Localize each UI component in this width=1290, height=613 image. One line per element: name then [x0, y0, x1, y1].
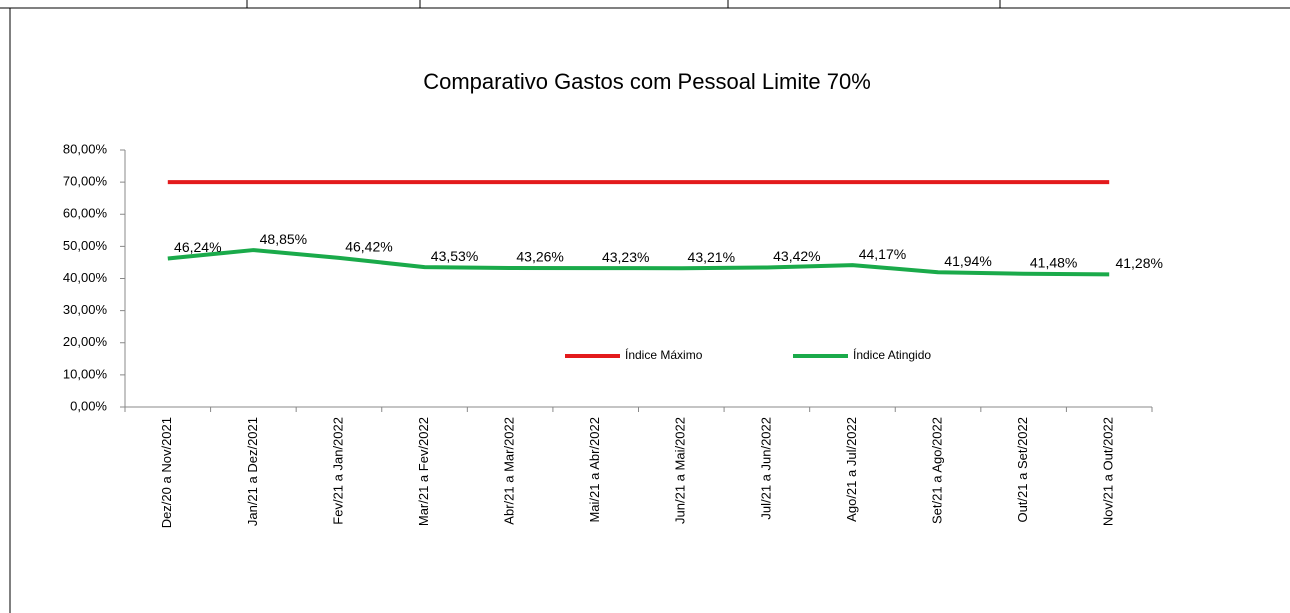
data-label: 46,42% — [345, 239, 392, 255]
x-tick-label: Fev/21 a Jan/2022 — [330, 417, 345, 525]
x-tick-label: Jan/21 a Dez/2021 — [245, 417, 260, 526]
data-label: 41,28% — [1115, 255, 1162, 271]
y-tick-label: 10,00% — [63, 366, 108, 381]
x-tick-label: Ago/21 a Jul/2022 — [844, 417, 859, 522]
x-tick-label: Dez/20 a Nov/2021 — [159, 417, 174, 528]
x-tick-label: Out/21 a Set/2022 — [1015, 417, 1030, 523]
data-label: 43,23% — [602, 249, 649, 265]
data-label: 43,21% — [688, 249, 735, 265]
legend-label: Índice Atingido — [853, 347, 931, 362]
data-label: 46,24% — [174, 239, 221, 255]
y-tick-label: 0,00% — [70, 398, 107, 413]
chart-title: Comparativo Gastos com Pessoal Limite 70… — [423, 69, 871, 94]
y-tick-label: 70,00% — [63, 174, 108, 189]
data-label: 48,85% — [260, 231, 307, 247]
data-label: 44,17% — [859, 246, 906, 262]
x-tick-label: Mai/21 a Abr/2022 — [587, 417, 602, 523]
legend-label: Índice Máximo — [625, 347, 703, 362]
y-tick-label: 40,00% — [63, 270, 108, 285]
x-tick-label: Jun/21 a Mai/2022 — [673, 417, 688, 524]
data-label: 43,53% — [431, 248, 478, 264]
data-label: 41,94% — [944, 253, 991, 269]
y-tick-label: 60,00% — [63, 206, 108, 221]
x-tick-label: Nov/21 a Out/2022 — [1101, 417, 1116, 526]
x-tick-label: Jul/21 a Jun/2022 — [758, 417, 773, 520]
x-tick-label: Abr/21 a Mar/2022 — [502, 417, 517, 525]
data-label: 43,42% — [773, 248, 820, 264]
series-line — [167, 248, 1110, 277]
data-label: 43,26% — [516, 249, 563, 265]
x-tick-label: Set/21 a Ago/2022 — [929, 417, 944, 524]
y-tick-label: 80,00% — [63, 141, 108, 156]
y-tick-label: 50,00% — [63, 238, 108, 253]
y-tick-label: 30,00% — [63, 302, 108, 317]
y-tick-label: 20,00% — [63, 334, 108, 349]
x-tick-label: Mar/21 a Fev/2022 — [416, 417, 431, 526]
data-label: 41,48% — [1030, 254, 1077, 270]
